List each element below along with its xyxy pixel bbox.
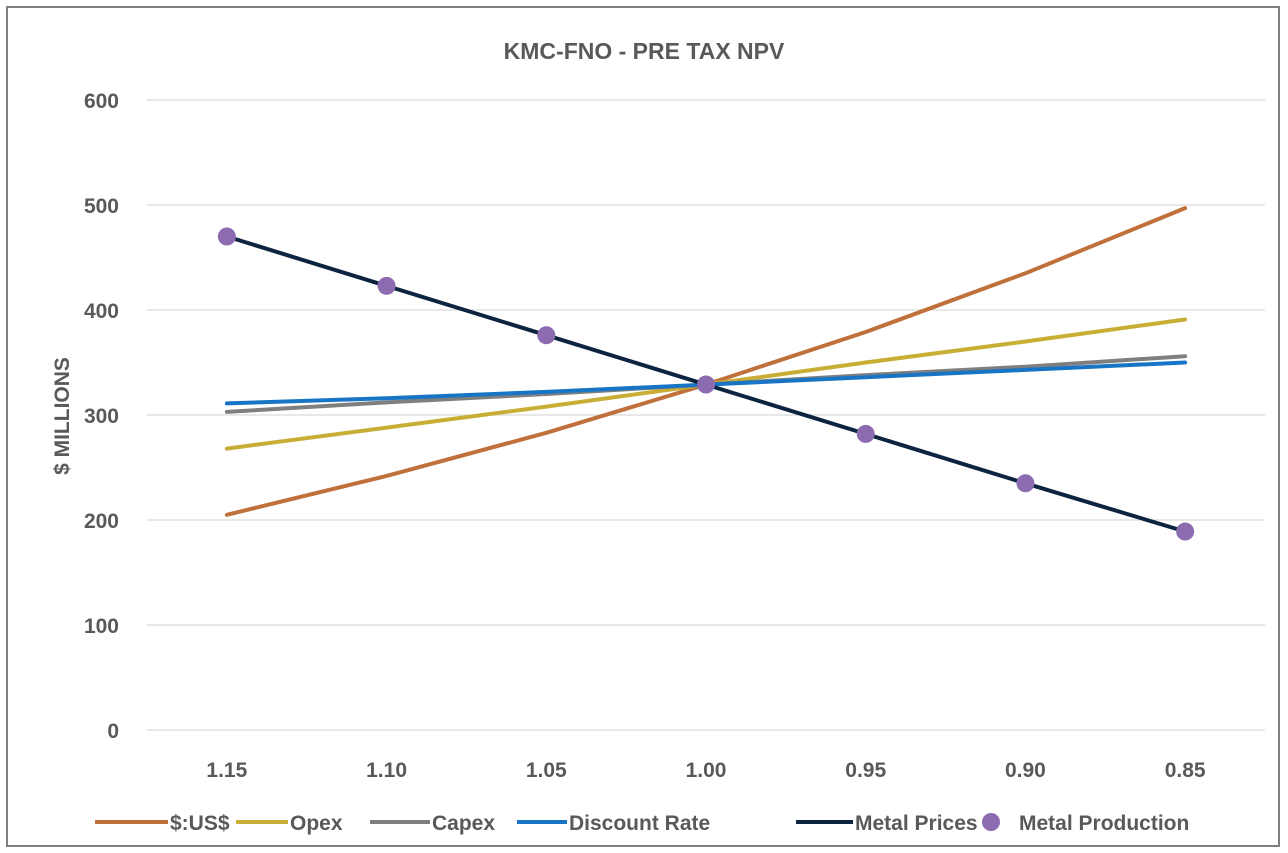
x-axis-ticks: 1.15 1.10 1.05 1.00 0.95 0.90 0.85 [206,759,1205,782]
y-tick-label: 500 [84,195,119,218]
legend-label: Capex [432,812,495,835]
data-point [217,227,236,246]
legend-label: Discount Rate [569,812,710,835]
x-tick-label: 1.10 [366,759,407,782]
data-point [856,424,875,443]
series-markers [217,227,1195,541]
x-tick-label: 0.90 [1005,759,1046,782]
x-tick-label: 1.00 [686,759,727,782]
x-tick-label: 1.05 [526,759,567,782]
x-tick-label: 0.95 [845,759,886,782]
chart-frame [6,6,1280,847]
data-point [377,276,396,295]
series-lines [224,206,1188,534]
y-tick-label: 0 [107,720,119,743]
y-tick-label: 300 [84,405,119,428]
data-point [1016,474,1035,493]
y-axis-title: $ MILLIONS [51,357,74,475]
y-tick-label: 400 [84,300,119,323]
gridlines [147,99,1265,731]
data-point [697,375,715,394]
data-point [1176,522,1195,541]
y-tick-label: 100 [84,615,119,638]
chart-title: KMC-FNO - PRE TAX NPV [504,38,785,64]
legend-swatch [982,813,1000,831]
legend-label: Metal Production [1019,812,1189,835]
series-line-0 [224,206,1188,517]
x-tick-label: 0.85 [1165,759,1206,782]
legend-label: $:US$ [170,812,230,835]
y-tick-label: 200 [84,510,119,533]
legend-label: Metal Prices [855,812,978,835]
data-point [537,326,556,345]
legend: $:US$ Opex Capex Discount Rate Metal Prices M… [95,812,1189,835]
y-axis-ticks: 0 100 200 300 400 500 600 [84,90,119,743]
y-tick-label: 600 [84,90,119,113]
x-tick-label: 1.15 [206,759,247,782]
legend-label: Opex [290,812,343,835]
